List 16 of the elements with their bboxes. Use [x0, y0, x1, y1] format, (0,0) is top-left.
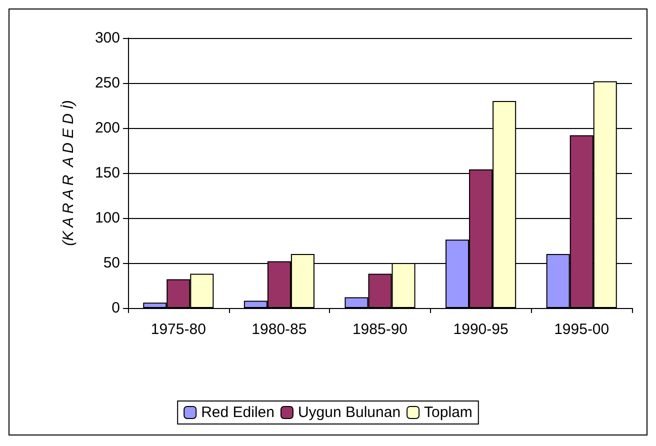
y-tick-label: 200: [94, 120, 120, 136]
x-tick-label: 1985-90: [352, 321, 408, 338]
y-tick-label: 0: [112, 300, 120, 316]
legend-label: Red Edilen: [201, 404, 274, 421]
y-axis-title: (K A R A R A D E D İ): [60, 100, 77, 246]
x-tick-label: 1990-95: [453, 321, 508, 338]
y-tick-label: 50: [103, 254, 120, 272]
x-tick-label: 1995-00: [554, 321, 610, 338]
legend-label: Uygun Bulunan: [298, 404, 401, 421]
y-tick-label: 100: [94, 210, 120, 226]
x-tick-label: 1980-85: [252, 321, 307, 338]
y-tick-label: 300: [94, 30, 120, 46]
x-tick-label: 1975-80: [150, 321, 206, 338]
y-tick-label: 250: [94, 74, 120, 92]
legend-label: Toplam: [424, 404, 472, 421]
y-tick-label: 150: [94, 164, 120, 182]
